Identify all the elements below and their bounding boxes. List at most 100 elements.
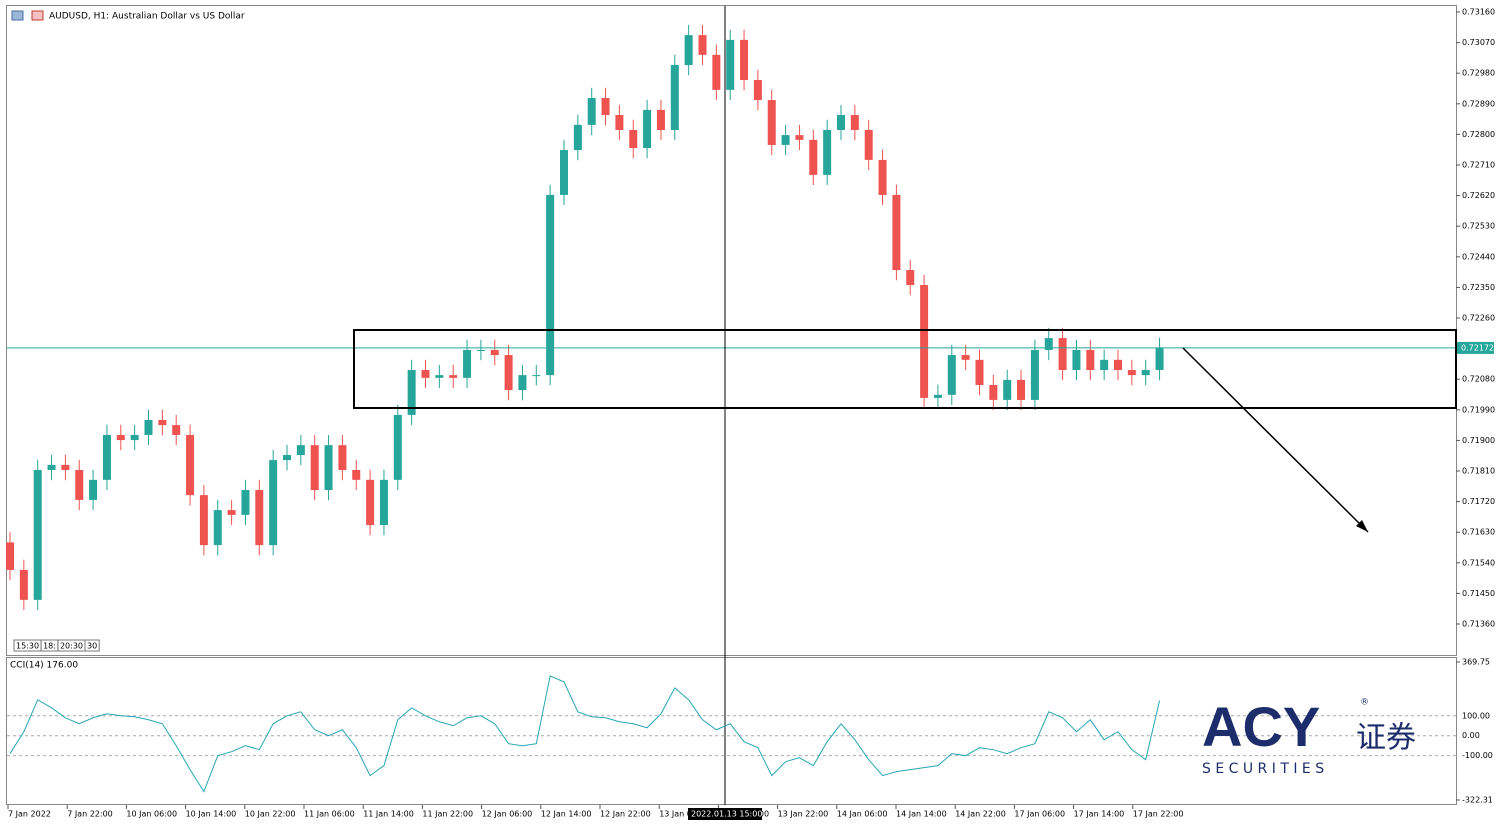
candle-body <box>961 355 970 360</box>
y-tick-label: 0.73160 <box>1462 8 1495 17</box>
logo: ACY 证券 ® S E C U R I T I E S <box>1202 695 1416 777</box>
candle-body <box>670 65 679 130</box>
candle-body <box>864 129 873 160</box>
y-tick-label: 0.71450 <box>1462 589 1495 598</box>
candle-body <box>19 569 28 600</box>
candle-body <box>726 39 735 90</box>
candle-body <box>130 434 139 441</box>
candle-body <box>1072 349 1081 371</box>
main-panel: 0.73160 0.73070 0.72980 0.72890 0.72800 0.727… <box>6 6 1495 820</box>
candle-body <box>1030 349 1039 400</box>
candle-body <box>560 150 568 195</box>
x-tick-label: 14 Jan 22:00 <box>955 810 1006 819</box>
logo-sub: S E C U R I T I E S <box>1202 761 1324 777</box>
candle-body <box>102 434 111 480</box>
y-tick-label: 0.72980 <box>1462 69 1495 78</box>
crosshair-label: 2022.01.13 15:00 <box>691 810 762 819</box>
candle-body <box>850 115 859 130</box>
x-tick-label: 7 Jan 2022 <box>8 810 51 819</box>
cci-panel: 369.75 100.00 0.00 -100.00 -322.31 <box>7 658 1493 805</box>
candle-body <box>172 425 181 435</box>
y-tick-label: 0.71630 <box>1462 528 1495 537</box>
x-tick-label: 11 Jan 14:00 <box>363 810 414 819</box>
y-tick-label: 0.71360 <box>1462 620 1495 629</box>
x-tick-label: 12 Jan 22:00 <box>600 810 651 819</box>
y-tick-label: 0.73070 <box>1462 38 1495 47</box>
y-tick-label: 100.00 <box>1462 711 1490 720</box>
candle-body <box>1058 338 1067 371</box>
candle-body <box>532 375 541 377</box>
y-tick-label: 0.71990 <box>1462 405 1495 414</box>
candle-body <box>435 375 444 378</box>
candle-body <box>213 510 222 546</box>
candle-body <box>656 109 665 130</box>
candle-body <box>47 464 56 470</box>
candle-body <box>615 115 624 130</box>
candle-body <box>366 479 375 526</box>
candle-body <box>407 370 416 415</box>
candle-body <box>1155 347 1164 371</box>
x-tick-label: 14 Jan 14:00 <box>896 810 947 819</box>
toolbar-icon[interactable] <box>31 10 44 21</box>
arrow-head <box>1356 520 1368 532</box>
candle-body <box>338 445 347 470</box>
y-tick-label: -100.00 <box>1462 751 1493 760</box>
x-tick-label: 17 Jan 06:00 <box>1014 810 1065 819</box>
candle-body <box>1141 370 1150 376</box>
candle-body <box>518 375 527 391</box>
candle-body <box>296 445 305 456</box>
candle-body <box>740 39 749 80</box>
current-price-label: 0.72172 <box>1461 343 1494 352</box>
candle-body <box>1100 359 1109 371</box>
x-tick-label: 14 Jan 06:00 <box>837 810 888 819</box>
candle-body <box>712 54 721 90</box>
candle-body <box>837 115 845 130</box>
candle-body <box>823 129 832 175</box>
cci-frame <box>6 657 1457 805</box>
x-tick-label: 12 Jan 14:00 <box>541 810 592 819</box>
candle-body <box>878 159 887 195</box>
candle-body <box>504 355 513 391</box>
candle-body <box>476 349 485 351</box>
chart-title: AUDUSD, H1: Australian Dollar vs US Doll… <box>49 12 245 22</box>
candle-body <box>144 420 153 435</box>
candle-body <box>809 139 818 175</box>
indicator-title: CCI(14) 176.00 <box>10 661 78 671</box>
cci-line <box>9 675 1161 793</box>
candle-body <box>1086 349 1095 371</box>
candle-body <box>1044 338 1053 350</box>
x-tick-label: 7 Jan 22:00 <box>67 810 113 819</box>
candle-body <box>920 285 929 398</box>
x-tick-label: 10 Jan 22:00 <box>245 810 296 819</box>
y-tick-label: 0.71720 <box>1462 497 1495 506</box>
y-tick-label: 0.72260 <box>1462 314 1495 323</box>
logo-chinese: 证券 <box>1356 721 1416 756</box>
y-tick-label: 0.72710 <box>1462 161 1495 170</box>
candle-body <box>116 434 125 441</box>
candle-body <box>421 370 430 378</box>
candle-body <box>463 349 472 378</box>
candle-body <box>781 135 790 145</box>
candle-body <box>643 109 652 148</box>
x-tick-label: 17 Jan 14:00 <box>1074 810 1125 819</box>
current-price-tag <box>1457 341 1494 354</box>
toolbar-icon[interactable] <box>11 10 24 21</box>
candle-body <box>892 194 901 271</box>
x-tick-label: 13 Jan 06:00 <box>659 810 710 819</box>
candle-body <box>283 455 291 461</box>
x-tick-label: 13 Jan 22:00 <box>778 810 829 819</box>
candle-body <box>684 35 693 66</box>
candle-body <box>1003 379 1012 400</box>
candle-body <box>490 349 499 356</box>
candle-body <box>698 35 707 55</box>
x-tick-label: 11 Jan 06:00 <box>304 810 355 819</box>
candle-body <box>601 98 610 116</box>
x-tick-label: 12 Jan 06:00 <box>482 810 533 819</box>
candle-body <box>75 469 84 500</box>
candle-body <box>393 414 402 480</box>
x-tick-label: 10 Jan 06:00 <box>126 810 177 819</box>
candle-body <box>61 464 70 470</box>
y-tick-label: 0.00 <box>1462 731 1480 740</box>
